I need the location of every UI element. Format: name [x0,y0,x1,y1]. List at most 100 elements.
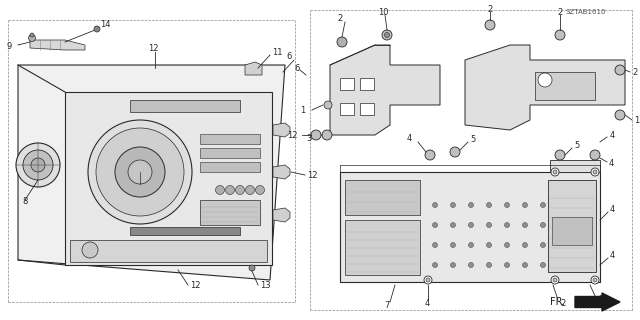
Circle shape [486,203,492,207]
Circle shape [486,222,492,228]
Circle shape [29,35,35,42]
Circle shape [555,30,565,40]
Circle shape [615,65,625,75]
Text: 4: 4 [610,205,615,214]
Circle shape [555,150,565,160]
Circle shape [216,186,225,195]
Circle shape [450,147,460,157]
Circle shape [541,262,545,268]
Circle shape [593,170,597,174]
Bar [200,134,260,144]
Circle shape [16,143,60,187]
Circle shape [236,186,244,195]
Circle shape [433,243,438,247]
Circle shape [615,110,625,120]
Circle shape [246,186,255,195]
Bar [130,100,240,112]
Text: 1: 1 [634,116,639,124]
Circle shape [468,222,474,228]
Bar [130,227,240,235]
Circle shape [468,203,474,207]
Circle shape [504,262,509,268]
Circle shape [468,243,474,247]
Circle shape [468,262,474,268]
Text: 2: 2 [557,7,563,17]
Polygon shape [273,123,290,137]
Text: 4: 4 [609,158,614,167]
Circle shape [433,262,438,268]
Polygon shape [30,40,85,50]
Circle shape [553,170,557,174]
Text: 4: 4 [610,131,615,140]
Bar [200,148,260,158]
Circle shape [451,262,456,268]
Circle shape [382,30,392,40]
Circle shape [225,186,234,195]
Text: 4: 4 [425,299,430,308]
Circle shape [553,278,557,282]
Text: 4: 4 [610,251,615,260]
Circle shape [451,222,456,228]
Text: 14: 14 [100,20,111,28]
Bar [200,162,260,172]
Text: 2: 2 [632,68,637,76]
Bar [345,180,420,215]
Circle shape [486,243,492,247]
Circle shape [593,278,597,282]
Circle shape [31,158,45,172]
Text: 8: 8 [22,197,28,206]
Circle shape [504,222,509,228]
Circle shape [88,120,192,224]
Circle shape [522,203,527,207]
Circle shape [541,243,545,247]
Circle shape [324,101,332,109]
Text: 2: 2 [337,13,342,22]
Circle shape [504,243,509,247]
Circle shape [128,160,152,184]
Text: 5: 5 [574,140,579,149]
Circle shape [451,203,456,207]
Circle shape [522,262,527,268]
Circle shape [541,222,545,228]
Circle shape [94,26,100,32]
Circle shape [424,276,432,284]
Circle shape [322,130,332,140]
Text: 2: 2 [487,4,492,13]
Polygon shape [245,62,262,75]
Text: 9: 9 [7,42,12,51]
Bar [340,78,354,90]
Polygon shape [273,208,290,222]
Text: 12: 12 [148,44,159,52]
Circle shape [249,265,255,271]
Polygon shape [330,45,440,135]
Circle shape [23,150,53,180]
Polygon shape [340,172,600,282]
Circle shape [522,222,527,228]
Circle shape [30,33,34,37]
Circle shape [426,278,430,282]
Bar [552,217,592,245]
Text: 3: 3 [307,133,312,142]
Circle shape [522,243,527,247]
Text: 6: 6 [286,52,291,60]
Circle shape [551,168,559,176]
Circle shape [538,73,552,87]
Text: 5: 5 [470,134,476,143]
Text: 10: 10 [378,7,388,17]
Text: 12: 12 [287,131,298,140]
Circle shape [541,203,545,207]
Text: 1: 1 [300,106,305,115]
Text: 11: 11 [272,47,282,57]
Polygon shape [550,160,600,172]
Circle shape [486,262,492,268]
Bar [360,103,374,115]
Text: 2: 2 [560,299,565,308]
Circle shape [451,243,456,247]
Circle shape [591,168,599,176]
Text: 4: 4 [407,133,412,142]
Text: SZTAB1610: SZTAB1610 [565,9,605,15]
Circle shape [504,203,509,207]
Text: 7: 7 [384,300,390,309]
Circle shape [551,276,559,284]
Polygon shape [465,45,625,130]
